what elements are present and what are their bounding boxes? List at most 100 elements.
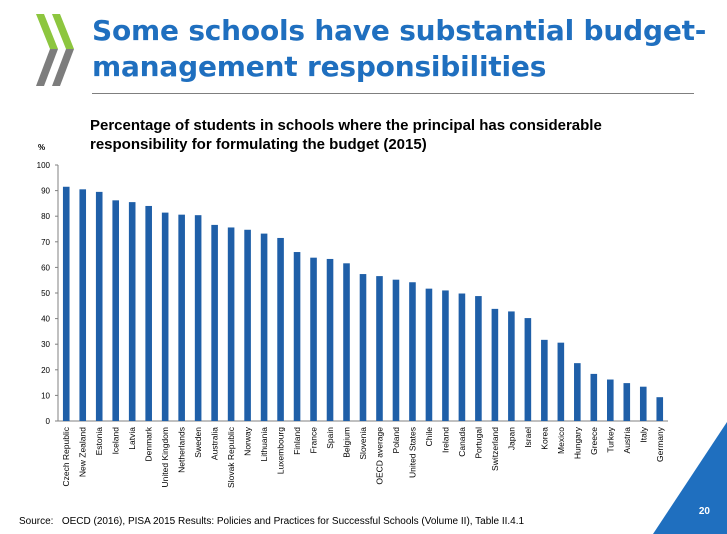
x-tick-label: Austria bbox=[622, 427, 632, 454]
page-number: 20 bbox=[698, 506, 710, 517]
x-tick-label: Luxembourg bbox=[276, 427, 286, 475]
bar bbox=[293, 252, 301, 421]
x-tick-label: Denmark bbox=[144, 426, 154, 461]
bar bbox=[227, 227, 235, 421]
bar bbox=[409, 282, 416, 421]
title-divider bbox=[92, 93, 694, 94]
bar bbox=[260, 233, 268, 421]
y-tick-label: 20 bbox=[41, 366, 50, 375]
x-tick-label: France bbox=[309, 427, 319, 454]
bar bbox=[211, 224, 218, 421]
x-tick-label: Estonia bbox=[94, 427, 104, 456]
x-tick-label: Switzerland bbox=[490, 427, 500, 471]
bar bbox=[557, 342, 565, 421]
bar bbox=[491, 308, 499, 421]
x-tick-label: Finland bbox=[292, 427, 302, 455]
oecd-logo-icon bbox=[36, 14, 74, 86]
bar bbox=[425, 288, 433, 421]
x-tick-label: Canada bbox=[457, 427, 467, 457]
x-tick-label: Lithuania bbox=[259, 427, 269, 462]
bar bbox=[392, 279, 400, 421]
x-tick-label: Poland bbox=[391, 427, 401, 454]
bar bbox=[145, 205, 152, 421]
bar bbox=[607, 379, 614, 421]
bar bbox=[194, 215, 202, 421]
x-tick-label: OECD average bbox=[374, 427, 384, 485]
bar bbox=[310, 257, 317, 421]
bar bbox=[95, 191, 103, 421]
y-tick-label: 90 bbox=[41, 187, 50, 196]
x-tick-label: Turkey bbox=[605, 426, 615, 452]
bar bbox=[458, 293, 466, 421]
bar bbox=[128, 202, 136, 421]
bar bbox=[541, 339, 548, 421]
source-text: OECD (2016), PISA 2015 Results: Policies… bbox=[61, 516, 525, 527]
x-tick-label: United States bbox=[407, 427, 417, 478]
bar bbox=[524, 318, 532, 421]
bar bbox=[178, 214, 185, 421]
bar bbox=[656, 397, 664, 421]
logo-stripe-grey-1 bbox=[36, 49, 58, 86]
x-tick-label: Slovenia bbox=[358, 427, 368, 460]
bar bbox=[442, 290, 449, 421]
x-tick-label: Korea bbox=[539, 427, 549, 450]
x-tick-label: Portugal bbox=[473, 427, 483, 459]
x-tick-label: Netherlands bbox=[177, 427, 187, 473]
bar bbox=[376, 276, 383, 421]
y-tick-label: 70 bbox=[41, 238, 50, 247]
x-tick-label: United Kingdom bbox=[160, 427, 170, 487]
logo-stripe-green-2 bbox=[52, 14, 74, 49]
y-tick-label: 10 bbox=[41, 391, 50, 400]
y-tick-label: 100 bbox=[37, 161, 51, 170]
y-tick-label: 50 bbox=[41, 289, 50, 298]
x-tick-label: Greece bbox=[589, 427, 599, 455]
y-axis-label: % bbox=[38, 143, 46, 152]
corner-triangle bbox=[653, 422, 727, 534]
bar bbox=[277, 237, 284, 421]
x-tick-label: Ireland bbox=[440, 427, 450, 453]
x-tick-label: Germany bbox=[655, 426, 665, 462]
bar bbox=[590, 373, 598, 421]
source-note: Source: OECD (2016), PISA 2015 Results: … bbox=[19, 516, 524, 527]
bar bbox=[359, 274, 367, 421]
x-tick-label: Japan bbox=[506, 427, 516, 450]
x-tick-label: Norway bbox=[243, 426, 253, 456]
bar bbox=[639, 386, 647, 421]
y-tick-label: 60 bbox=[41, 263, 50, 272]
source-label: Source: bbox=[19, 516, 54, 527]
slide-title: Some schools have substantial budget-man… bbox=[92, 14, 707, 83]
x-tick-label: Czech Republic bbox=[61, 426, 71, 486]
x-tick-label: Latvia bbox=[127, 427, 137, 450]
x-tick-label: Italy bbox=[638, 426, 648, 442]
bar bbox=[79, 189, 87, 421]
x-tick-label: Israel bbox=[523, 427, 533, 448]
bar bbox=[475, 296, 482, 421]
bar bbox=[62, 186, 70, 421]
logo-stripe-green-1 bbox=[36, 14, 58, 49]
x-tick-label: Mexico bbox=[556, 427, 566, 454]
logo-stripe-grey-2 bbox=[52, 49, 74, 86]
bar bbox=[112, 200, 119, 421]
x-tick-label: New Zealand bbox=[78, 427, 88, 477]
x-tick-label: Spain bbox=[325, 427, 335, 449]
bar bbox=[161, 212, 169, 421]
y-tick-label: 30 bbox=[41, 340, 50, 349]
bar bbox=[623, 383, 631, 421]
bar bbox=[244, 229, 251, 421]
x-tick-label: Chile bbox=[424, 427, 434, 447]
x-tick-label: Hungary bbox=[572, 426, 582, 459]
x-tick-label: Belgium bbox=[342, 427, 352, 458]
corner-accent bbox=[653, 422, 727, 534]
x-tick-label: Iceland bbox=[111, 427, 121, 455]
y-tick-label: 40 bbox=[41, 315, 50, 324]
chart-title: Percentage of students in schools where … bbox=[90, 117, 602, 153]
bar bbox=[508, 311, 515, 421]
bar bbox=[343, 263, 350, 421]
y-tick-label: 0 bbox=[46, 417, 51, 426]
x-tick-label: Slovak Republic bbox=[226, 426, 236, 488]
bar bbox=[326, 258, 334, 421]
bar bbox=[574, 363, 581, 421]
y-tick-label: 80 bbox=[41, 212, 50, 221]
x-tick-label: Sweden bbox=[193, 427, 203, 458]
